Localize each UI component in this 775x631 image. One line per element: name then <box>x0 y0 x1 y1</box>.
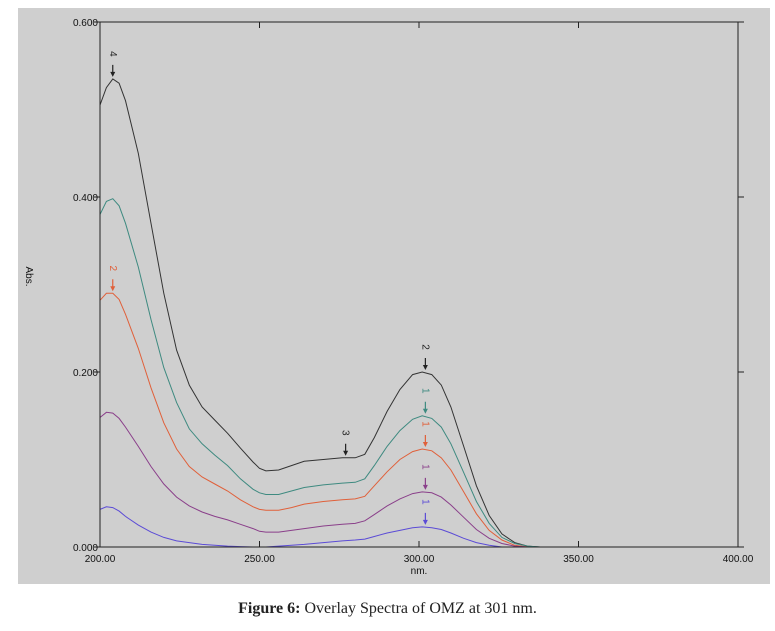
series-line-3 <box>99 292 738 548</box>
y-tick-label: 0.400 <box>73 193 98 204</box>
y-tick-label: 0.200 <box>73 368 98 379</box>
series-line-4 <box>99 411 738 548</box>
x-tick-label: 300.00 <box>404 554 435 565</box>
annotation-arrow-head <box>422 484 428 490</box>
series-line-1 <box>99 78 738 548</box>
caption-label: Figure 6: <box>238 600 301 617</box>
annotation-label: 1 <box>419 421 430 427</box>
series-line-2 <box>99 198 738 548</box>
y-axis-label: Abs. <box>23 266 34 286</box>
x-tick-label: 200.00 <box>85 554 116 565</box>
chart-svg: 4 2 3 2 1 1 1 1 200.00 250.00 300.00 350.00 400.00 0… <box>18 8 770 584</box>
x-tick-label: 400.00 <box>723 554 754 565</box>
x-axis-label: nm. <box>411 566 428 577</box>
y-tick-label: 0.000 <box>73 543 98 554</box>
annotation-label: 4 <box>107 51 118 57</box>
y-tick-label: 0.600 <box>73 18 98 29</box>
annotation-arrow-head <box>422 519 428 525</box>
annotation-label: 2 <box>107 265 118 271</box>
chart-background <box>18 8 770 584</box>
annotation-arrow-head <box>110 286 116 292</box>
spectra-chart: 4 2 3 2 1 1 1 1 200.00 250.00 300.00 350.00 400.00 0… <box>18 8 770 584</box>
annotation-label: 2 <box>419 344 430 350</box>
annotation-arrow-head <box>422 408 428 414</box>
annotation-arrow-head <box>422 442 428 447</box>
x-tick-label: 250.00 <box>244 554 275 565</box>
figure-caption: Figure 6: Overlay Spectra of OMZ at 301 … <box>0 600 775 618</box>
annotation-arrow-head <box>422 365 428 370</box>
caption-text: Overlay Spectra of OMZ at 301 nm. <box>300 600 537 617</box>
annotation-label: 1 <box>419 388 430 394</box>
annotation-arrow-head <box>343 450 349 456</box>
annotation-label: 1 <box>419 499 430 505</box>
x-tick-label: 350.00 <box>563 554 594 565</box>
annotation-label: 1 <box>419 464 430 470</box>
series-line-5 <box>99 506 738 548</box>
annotation-arrow-head <box>110 71 116 77</box>
annotation-label: 3 <box>340 430 351 436</box>
